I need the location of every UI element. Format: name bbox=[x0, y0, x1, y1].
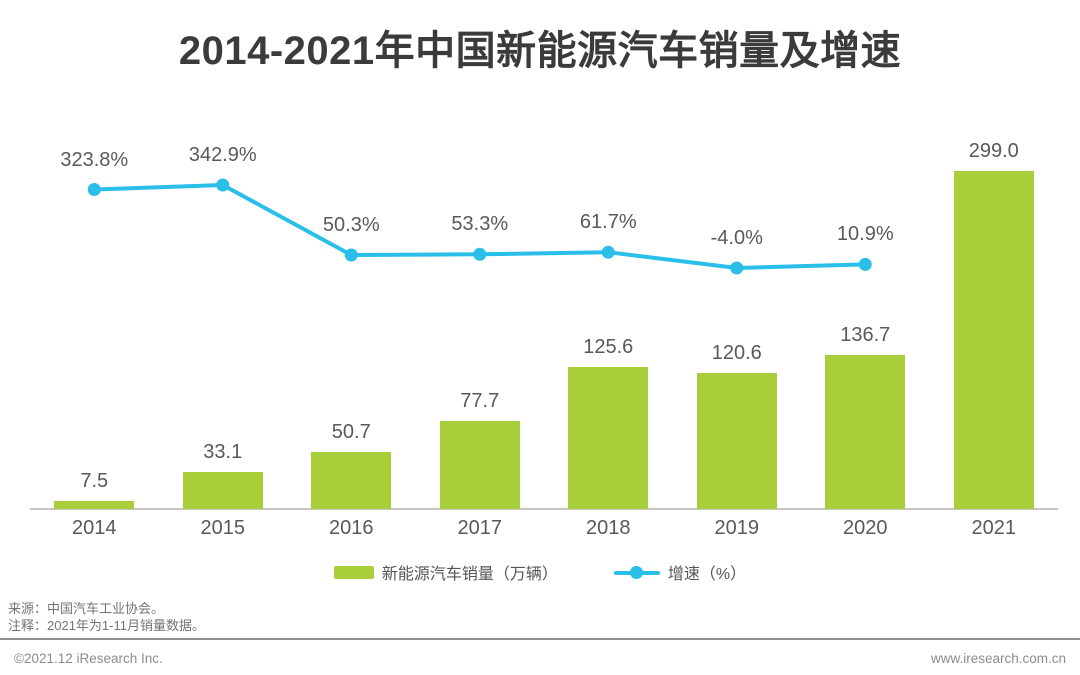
x-axis-label-2019: 2019 bbox=[714, 517, 760, 539]
source-line: 来源：中国汽车工业协会。 bbox=[8, 601, 165, 616]
bar-2014 bbox=[54, 500, 135, 509]
growth-label-2015: 342.9% bbox=[188, 143, 257, 166]
bar-2015 bbox=[182, 471, 263, 509]
x-axis-label-2018: 2018 bbox=[586, 517, 631, 539]
bar-value-label-2016: 50.7 bbox=[331, 420, 371, 443]
x-axis-label-2016: 2016 bbox=[329, 517, 374, 539]
legend-label-growth: 增速（%） bbox=[667, 566, 747, 583]
footer-divider bbox=[0, 638, 1080, 640]
bar-value-label-2020: 136.7 bbox=[840, 323, 891, 346]
legend-label-sales: 新能源汽车销量（万辆） bbox=[381, 566, 558, 583]
bar-value-label-2021: 299.0 bbox=[968, 140, 1019, 163]
bar-2016 bbox=[311, 451, 392, 509]
line-series-swatch bbox=[613, 565, 660, 580]
growth-label-2014: 323.8% bbox=[60, 148, 129, 171]
growth-label-2019: -4.0% bbox=[710, 226, 763, 249]
legend-item-sales: 新能源汽车销量（万辆） bbox=[333, 560, 558, 584]
growth-point-2014 bbox=[87, 183, 101, 196]
x-axis-label-2021: 2021 bbox=[971, 517, 1017, 539]
copyright-text: ©2021.12 iResearch Inc. bbox=[14, 651, 163, 666]
x-axis-label-2015: 2015 bbox=[200, 517, 246, 539]
bar-value-label-2018: 125.6 bbox=[583, 336, 634, 359]
growth-point-2015 bbox=[216, 178, 230, 192]
chart-title: 2014-2021年中国新能源汽车销量及增速 bbox=[178, 29, 902, 73]
website-text: www.iresearch.com.cn bbox=[930, 651, 1066, 666]
growth-point-2018 bbox=[601, 245, 615, 259]
footer-bar: ©2021.12 iResearch Inc. www.iresearch.co… bbox=[0, 646, 1080, 675]
bar-series-swatch bbox=[333, 565, 374, 579]
bar-value-label-2017: 77.7 bbox=[460, 390, 500, 413]
note-line: 注释：2021年为1-11月销量数据。 bbox=[8, 618, 205, 633]
line-swatch-dot bbox=[629, 565, 643, 579]
growth-label-2017: 53.3% bbox=[451, 213, 509, 236]
bar-2020 bbox=[825, 354, 906, 509]
bar-value-label-2015: 33.1 bbox=[203, 440, 243, 463]
bar-2019 bbox=[696, 372, 777, 509]
bar-2018 bbox=[568, 367, 649, 509]
bar-2017 bbox=[439, 421, 520, 509]
growth-point-2019 bbox=[730, 261, 744, 275]
bar-value-label-2019: 120.6 bbox=[711, 341, 762, 364]
bar-2021 bbox=[953, 171, 1034, 509]
growth-label-2016: 50.3% bbox=[322, 213, 380, 236]
growth-point-2016 bbox=[344, 248, 358, 262]
growth-point-2020 bbox=[858, 257, 872, 271]
growth-label-2018: 61.7% bbox=[579, 211, 637, 234]
legend-item-growth: 增速（%） bbox=[613, 560, 747, 584]
x-axis-line bbox=[30, 508, 1058, 510]
source-notes: 来源：中国汽车工业协会。 注释：2021年为1-11月销量数据。 bbox=[8, 600, 205, 634]
x-axis-label-2020: 2020 bbox=[843, 517, 888, 539]
x-axis-label-2014: 2014 bbox=[72, 517, 117, 539]
growth-point-2017 bbox=[473, 247, 487, 261]
growth-label-2020: 10.9% bbox=[836, 223, 894, 246]
bar-value-label-2014: 7.5 bbox=[80, 469, 109, 492]
chart-legend: 新能源汽车销量（万辆） 增速（%） bbox=[0, 560, 1080, 584]
x-axis-label-2017: 2017 bbox=[457, 517, 503, 539]
